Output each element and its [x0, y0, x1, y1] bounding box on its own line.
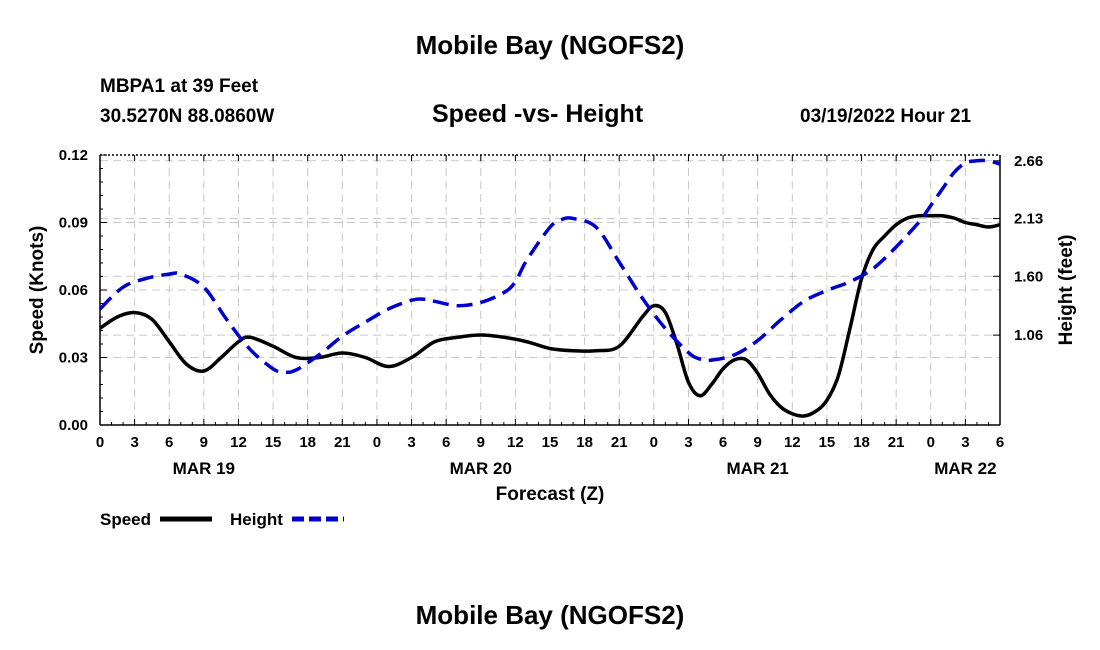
y-left-tick-label: 0.03: [59, 350, 88, 367]
x-tick-label: 15: [542, 434, 559, 451]
x-tick-label: 6: [442, 434, 450, 451]
legend-speed-label: Speed: [100, 510, 152, 529]
x-tick-label: 9: [754, 434, 762, 451]
x-tick-label: 12: [784, 434, 801, 451]
x-tick-label: 9: [200, 434, 208, 451]
x-tick-label: 9: [477, 434, 485, 451]
y-right-tick-label: 1.06: [1014, 327, 1043, 344]
x-tick-label: 0: [96, 434, 104, 451]
x-tick-label: 21: [888, 434, 905, 451]
x-axis-title: Forecast (Z): [496, 484, 605, 505]
x-tick-label: 3: [684, 434, 692, 451]
chart-subtitle: Speed -vs- Height: [432, 100, 644, 128]
y-right-tick-label: 2.13: [1014, 211, 1043, 228]
series-line-speed: [99, 213, 1001, 418]
y-left-tick-label: 0.06: [59, 282, 88, 299]
y-right-tick-label: 1.60: [1014, 268, 1043, 285]
x-tick-label: 12: [507, 434, 524, 451]
speed-height-chart: 0 3 6 9 12 15 18 21 0 3 6 9 12 15 18 21 0 3 6 9 12 15 18 21 0 3 6M…: [27, 147, 1077, 522]
coordinates-label: 30.5270N 88.0860W: [100, 106, 275, 127]
chart-title-top: Mobile Bay (NGOFS2): [415, 30, 685, 60]
chart-title-bottom: Mobile Bay (NGOFS2): [415, 600, 685, 630]
x-tick-label: 6: [165, 434, 173, 451]
x-tick-label: 6: [719, 434, 727, 451]
y-left-axis-title: Speed (Knots): [27, 226, 48, 355]
x-tick-label: 15: [819, 434, 836, 451]
station-label: MBPA1 at 39 Feet: [100, 76, 259, 97]
x-tick-label: 18: [576, 434, 593, 451]
y-right-axis-title: Height (feet): [1056, 235, 1077, 346]
x-tick-label: 21: [611, 434, 628, 451]
y-right-tick-label: 2.66: [1014, 153, 1043, 170]
x-tick-label: 6: [996, 434, 1004, 451]
x-tick-label: 12: [230, 434, 247, 451]
date-label: MAR 20: [450, 459, 512, 478]
y-left-tick-label: 0.00: [59, 417, 88, 434]
legend-height-label: Height: [230, 510, 283, 529]
x-tick-label: 3: [130, 434, 138, 451]
date-label: MAR 22: [934, 459, 996, 478]
x-tick-label: 18: [299, 434, 316, 451]
forecast-datetime: 03/19/2022 Hour 21: [800, 106, 972, 127]
date-label: MAR 19: [173, 459, 235, 478]
y-left-tick-label: 0.09: [59, 215, 88, 232]
x-tick-label: 3: [407, 434, 415, 451]
x-tick-label: 15: [265, 434, 282, 451]
date-label: MAR 21: [727, 459, 789, 478]
y-left-tick-label: 0.12: [59, 147, 88, 164]
x-tick-label: 0: [650, 434, 658, 451]
x-tick-label: 21: [334, 434, 351, 451]
series-line-height: [98, 158, 1001, 375]
x-tick-label: 18: [853, 434, 870, 451]
x-tick-label: 3: [961, 434, 969, 451]
x-tick-label: 0: [927, 434, 935, 451]
x-tick-label: 0: [373, 434, 381, 451]
